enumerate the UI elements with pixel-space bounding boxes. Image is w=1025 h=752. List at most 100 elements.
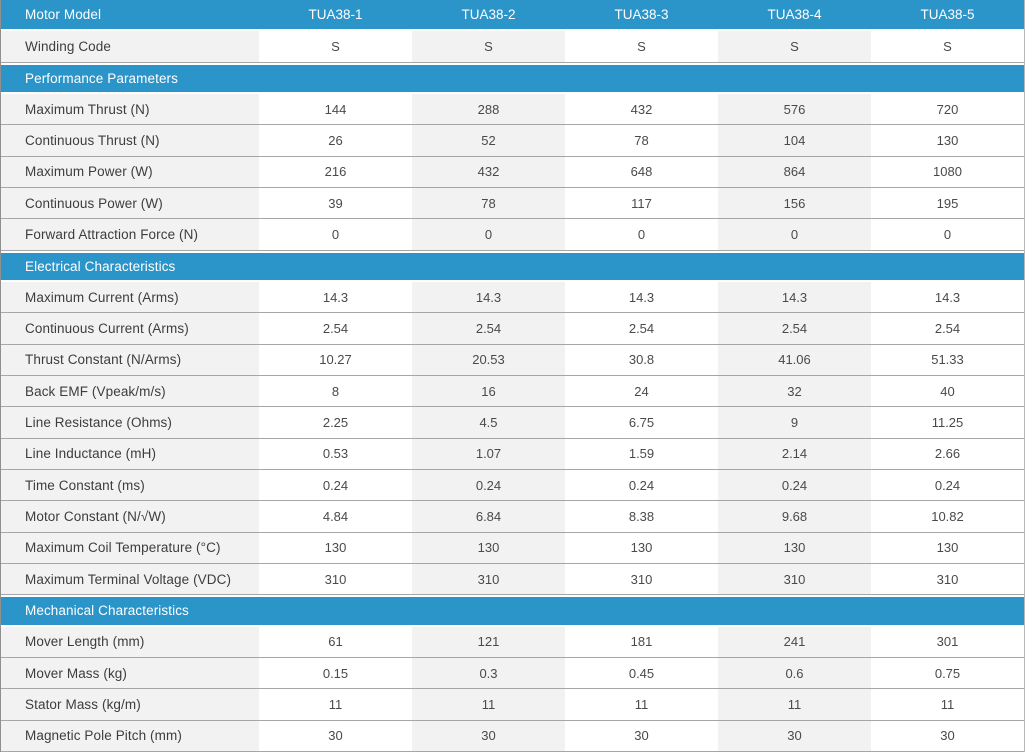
value-cell: 181 bbox=[565, 626, 718, 657]
value-cell: 0.24 bbox=[718, 469, 871, 501]
row-label: Maximum Power (W) bbox=[1, 156, 259, 187]
value-cell: 9.68 bbox=[718, 501, 871, 532]
value-cell: 104 bbox=[718, 125, 871, 156]
value-cell: 156 bbox=[718, 187, 871, 219]
value-cell: 720 bbox=[871, 93, 1024, 125]
value-cell: 130 bbox=[871, 125, 1024, 156]
value-cell: 11 bbox=[718, 689, 871, 720]
table-row: Back EMF (Vpeak/m/s) 8 16 24 32 40 bbox=[1, 375, 1024, 408]
value-cell: 26 bbox=[259, 125, 412, 156]
table-row: Time Constant (ms) 0.24 0.24 0.24 0.24 0.24 bbox=[1, 469, 1024, 502]
value-cell: 30 bbox=[565, 720, 718, 751]
value-cell: 130 bbox=[565, 532, 718, 563]
row-label: Winding Code bbox=[1, 31, 259, 62]
value-cell: 6.75 bbox=[565, 407, 718, 438]
row-label: Mover Mass (kg) bbox=[1, 657, 259, 689]
header-model-cell: TUA38-5 bbox=[920, 7, 975, 23]
header-label: Motor Model bbox=[25, 7, 102, 23]
value-cell: 0.24 bbox=[565, 469, 718, 501]
value-cell: 4.84 bbox=[259, 501, 412, 532]
header-model-cell: TUA38-1 bbox=[308, 7, 363, 23]
row-label: Stator Mass (kg/m) bbox=[1, 689, 259, 720]
value-cell: 0.3 bbox=[412, 657, 565, 689]
value-cell: 2.54 bbox=[718, 313, 871, 344]
value-cell: 241 bbox=[718, 626, 871, 657]
value-cell: 432 bbox=[565, 93, 718, 125]
row-label: Continuous Thrust (N) bbox=[1, 125, 259, 156]
value-cell: S bbox=[412, 31, 565, 62]
value-cell: S bbox=[718, 31, 871, 62]
value-cell: 0 bbox=[412, 219, 565, 250]
value-cell: 117 bbox=[565, 187, 718, 219]
value-cell: 576 bbox=[718, 93, 871, 125]
table-row: Motor Constant (N/√W) 4.84 6.84 8.38 9.68 10.… bbox=[1, 501, 1024, 533]
row-label: Line Resistance (Ohms) bbox=[1, 407, 259, 438]
table-row: Maximum Current (Arms) 14.3 14.3 14.3 14.3 14… bbox=[1, 281, 1024, 314]
table-row: Line Resistance (Ohms) 2.25 4.5 6.75 9 11.25 bbox=[1, 407, 1024, 439]
value-cell: 144 bbox=[259, 93, 412, 125]
value-cell: 24 bbox=[565, 375, 718, 407]
value-cell: 52 bbox=[412, 125, 565, 156]
value-cell: 0.24 bbox=[412, 469, 565, 501]
value-cell: 41.06 bbox=[718, 344, 871, 375]
section-header-row: Electrical Characteristics bbox=[1, 250, 1024, 282]
header-model-cell: TUA38-2 bbox=[461, 7, 516, 23]
value-cell: 40 bbox=[871, 375, 1024, 407]
value-cell: 4.5 bbox=[412, 407, 565, 438]
value-cell: 51.33 bbox=[871, 344, 1024, 375]
value-cell: 10.82 bbox=[871, 501, 1024, 532]
value-cell: 9 bbox=[718, 407, 871, 438]
value-cell: 61 bbox=[259, 626, 412, 657]
value-cell: 0.75 bbox=[871, 657, 1024, 689]
value-cell: 20.53 bbox=[412, 344, 565, 375]
value-cell: 11.25 bbox=[871, 407, 1024, 438]
row-label: Continuous Power (W) bbox=[1, 187, 259, 219]
row-label: Magnetic Pole Pitch (mm) bbox=[1, 720, 259, 751]
value-cell: 11 bbox=[412, 689, 565, 720]
value-cell: 32 bbox=[718, 375, 871, 407]
value-cell: 39 bbox=[259, 187, 412, 219]
value-cell: 864 bbox=[718, 156, 871, 187]
section-header-row: Performance Parameters bbox=[1, 62, 1024, 94]
value-cell: 0 bbox=[259, 219, 412, 250]
value-cell: 1.07 bbox=[412, 438, 565, 469]
value-cell: 2.54 bbox=[565, 313, 718, 344]
value-cell: 216 bbox=[259, 156, 412, 187]
row-label: Forward Attraction Force (N) bbox=[1, 219, 259, 250]
row-label: Maximum Coil Temperature (°C) bbox=[1, 532, 259, 563]
table-row: Maximum Thrust (N) 144 288 432 576 720 bbox=[1, 93, 1024, 126]
value-cell: 2.54 bbox=[259, 313, 412, 344]
value-cell: 11 bbox=[259, 689, 412, 720]
table-row: Continuous Thrust (N) 26 52 78 104 130 bbox=[1, 125, 1024, 157]
value-cell: 6.84 bbox=[412, 501, 565, 532]
value-cell: 310 bbox=[412, 563, 565, 595]
row-label: Motor Constant (N/√W) bbox=[1, 501, 259, 532]
table-row: Stator Mass (kg/m) 11 11 11 11 11 bbox=[1, 689, 1024, 721]
row-label: Maximum Thrust (N) bbox=[1, 93, 259, 125]
table-row: Continuous Power (W) 39 78 117 156 195 bbox=[1, 187, 1024, 220]
value-cell: 195 bbox=[871, 187, 1024, 219]
value-cell: 2.66 bbox=[871, 438, 1024, 469]
value-cell: 130 bbox=[871, 532, 1024, 563]
value-cell: 432 bbox=[412, 156, 565, 187]
value-cell: 0.45 bbox=[565, 657, 718, 689]
row-label: Maximum Terminal Voltage (VDC) bbox=[1, 563, 259, 595]
table-row: Mover Mass (kg) 0.15 0.3 0.45 0.6 0.75 bbox=[1, 657, 1024, 690]
value-cell: 1080 bbox=[871, 156, 1024, 187]
value-cell: 0.15 bbox=[259, 657, 412, 689]
row-label: Time Constant (ms) bbox=[1, 469, 259, 501]
value-cell: 8 bbox=[259, 375, 412, 407]
table-row: Forward Attraction Force (N) 0 0 0 0 0 bbox=[1, 219, 1024, 251]
value-cell: 648 bbox=[565, 156, 718, 187]
value-cell: 310 bbox=[565, 563, 718, 595]
value-cell: 310 bbox=[259, 563, 412, 595]
value-cell: 301 bbox=[871, 626, 1024, 657]
table-row: Line Inductance (mH) 0.53 1.07 1.59 2.14 2.66 bbox=[1, 438, 1024, 470]
value-cell: 1.59 bbox=[565, 438, 718, 469]
row-label: Thrust Constant (N/Arms) bbox=[1, 344, 259, 375]
value-cell: S bbox=[871, 31, 1024, 62]
row-label: Back EMF (Vpeak/m/s) bbox=[1, 375, 259, 407]
value-cell: 310 bbox=[871, 563, 1024, 595]
value-cell: 10.27 bbox=[259, 344, 412, 375]
